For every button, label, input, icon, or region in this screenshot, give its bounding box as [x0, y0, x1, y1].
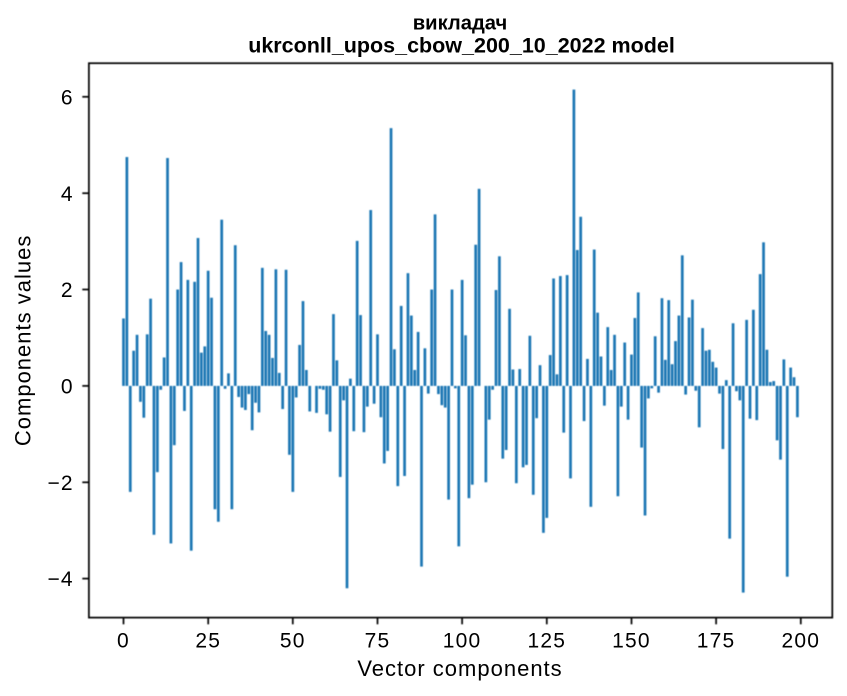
svg-text:−2: −2: [47, 472, 73, 495]
svg-text:4: 4: [61, 183, 74, 206]
svg-text:Components values: Components values: [11, 235, 36, 446]
svg-text:25: 25: [195, 630, 221, 653]
svg-text:Vector components: Vector components: [357, 656, 562, 681]
svg-text:50: 50: [280, 630, 306, 653]
svg-text:150: 150: [612, 630, 651, 653]
svg-text:75: 75: [365, 630, 391, 653]
svg-text:200: 200: [781, 630, 820, 653]
svg-text:175: 175: [697, 630, 736, 653]
svg-text:0: 0: [61, 376, 74, 399]
svg-text:викладач: викладач: [413, 12, 507, 34]
svg-text:−4: −4: [47, 568, 73, 591]
svg-text:125: 125: [527, 630, 566, 653]
svg-text:0: 0: [117, 630, 130, 653]
svg-text:100: 100: [443, 630, 482, 653]
svg-text:ukrconll_upos_cbow_200_10_2022: ukrconll_upos_cbow_200_10_2022 model: [248, 34, 675, 58]
svg-text:2: 2: [61, 279, 74, 302]
svg-text:6: 6: [61, 86, 74, 109]
